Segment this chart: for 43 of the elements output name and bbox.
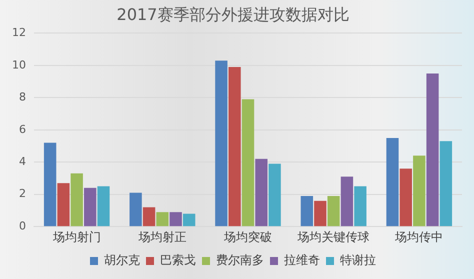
bar	[242, 99, 254, 226]
x-tick-label: 场均突破	[223, 230, 272, 244]
legend-label: 胡尔克	[104, 253, 140, 268]
legend-label: 特谢拉	[340, 253, 376, 268]
bar	[228, 67, 241, 226]
bar	[400, 168, 412, 226]
y-tick-label: 6	[18, 122, 26, 136]
bar	[70, 173, 83, 226]
bar	[57, 183, 70, 226]
bar	[300, 196, 314, 226]
bar	[97, 186, 110, 226]
x-tick-label: 场均关键传球	[296, 230, 370, 244]
y-tick-label: 4	[18, 154, 26, 168]
bar	[156, 212, 169, 226]
legend-label: 拉维奇	[284, 253, 320, 268]
bar	[182, 214, 196, 226]
bar	[130, 192, 142, 226]
x-tick-label: 场均射门	[52, 230, 101, 244]
x-tick-label: 场均传中	[394, 230, 444, 244]
bar	[413, 156, 426, 226]
bar	[44, 142, 56, 226]
y-tick-label: 2	[18, 187, 26, 200]
y-tick-label: 10	[12, 58, 26, 72]
bar	[142, 207, 156, 226]
bar	[314, 200, 326, 226]
bar	[340, 176, 354, 226]
bar	[215, 60, 228, 226]
bar	[327, 196, 340, 226]
bar	[170, 212, 182, 226]
y-tick-label: 12	[12, 26, 26, 40]
chart-title: 2017赛季部分外援进攻数据对比	[116, 4, 350, 24]
bar	[426, 73, 439, 226]
x-tick-label: 场均射正	[137, 230, 186, 244]
legend-label: 巴索戈	[160, 253, 196, 268]
bar	[386, 138, 399, 226]
bar	[354, 186, 366, 226]
legend-label: 费尔南多	[216, 253, 264, 268]
bar	[440, 141, 452, 226]
bar	[84, 188, 96, 226]
y-tick-label: 0	[18, 219, 26, 232]
bar	[268, 164, 281, 226]
y-tick-label: 8	[18, 90, 26, 104]
bar	[255, 158, 268, 226]
